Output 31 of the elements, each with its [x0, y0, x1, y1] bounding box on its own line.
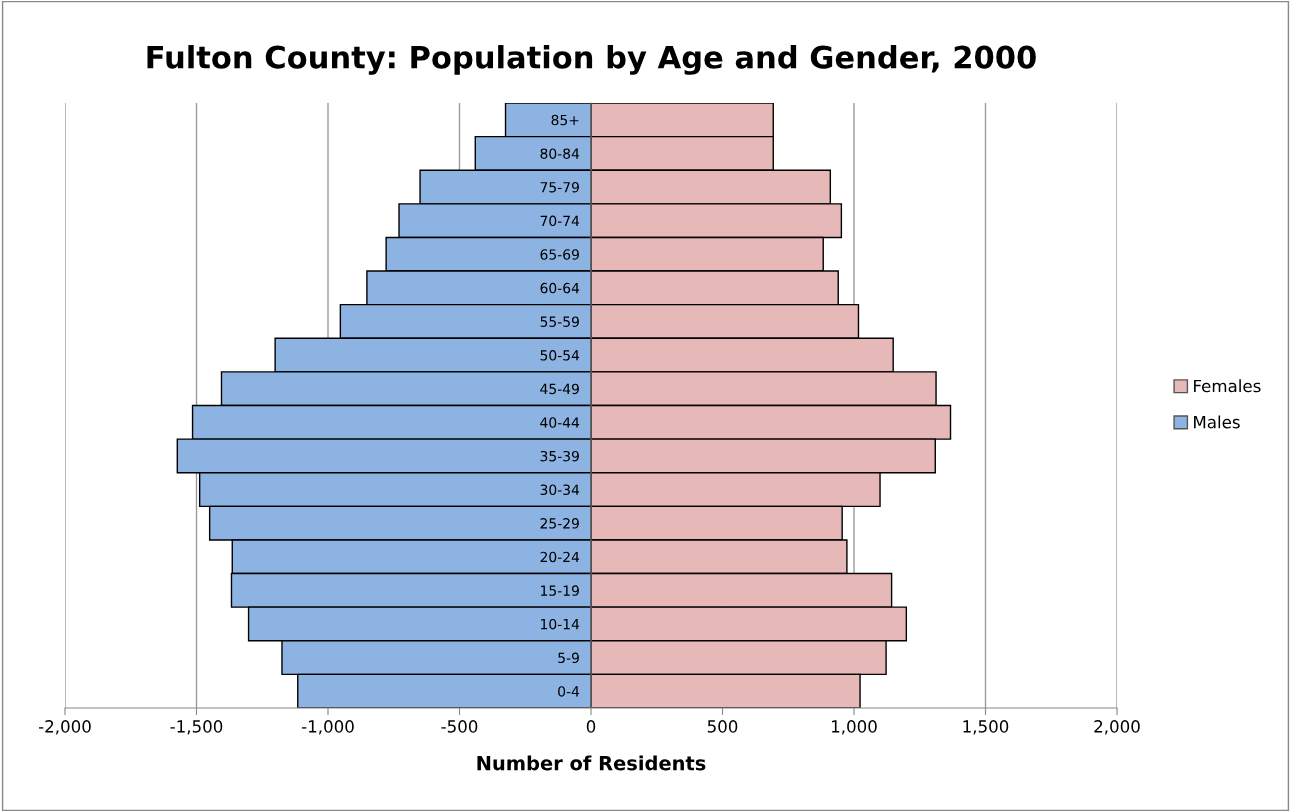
y-tick-label: 15-19 — [541, 585, 579, 596]
x-tick-label: 1,500 — [963, 720, 1009, 735]
y-tick-label: 0-4 — [558, 686, 580, 697]
x-tick-label: -500 — [441, 720, 478, 733]
x-tick-label: 1,000 — [831, 720, 877, 735]
y-tick-label: 65-69 — [540, 249, 579, 260]
chart-title: Fulton County: Population by Age and Gender, 2000 — [147, 45, 1036, 75]
x-tick-label: 2,000 — [1094, 720, 1140, 735]
y-tick-label: 40-44 — [540, 417, 580, 428]
x-tick-label: -1,500 — [170, 720, 223, 735]
y-tick-label: 55-59 — [540, 316, 579, 327]
y-tick-label: 30-34 — [540, 484, 580, 495]
y-tick-label: 20-24 — [540, 551, 580, 563]
y-tick-label: 35-39 — [540, 450, 579, 462]
x-tick-label: -2,000 — [38, 720, 91, 735]
y-tick-label: 10-14 — [541, 618, 580, 630]
y-tick-label: 45-49 — [540, 383, 579, 395]
x-tick-label: 500 — [707, 720, 738, 733]
x-axis-title: Number of Residents — [477, 755, 706, 771]
y-tick-label: 5-9 — [558, 652, 579, 664]
legend-label: Males — [1194, 415, 1240, 429]
y-tick-label: 75-79 — [540, 182, 579, 193]
legend-label: Females — [1194, 379, 1261, 393]
y-tick-label: 25-29 — [540, 518, 579, 529]
y-tick-label: 70-74 — [540, 215, 580, 227]
y-tick-label: 50-54 — [540, 350, 580, 361]
y-tick-label: 85+ — [551, 114, 579, 126]
y-tick-label: 80-84 — [540, 148, 580, 159]
y-tick-label: 60-64 — [540, 282, 580, 294]
x-tick-label: 0 — [586, 720, 596, 733]
x-tick-label: -1,000 — [301, 720, 354, 735]
